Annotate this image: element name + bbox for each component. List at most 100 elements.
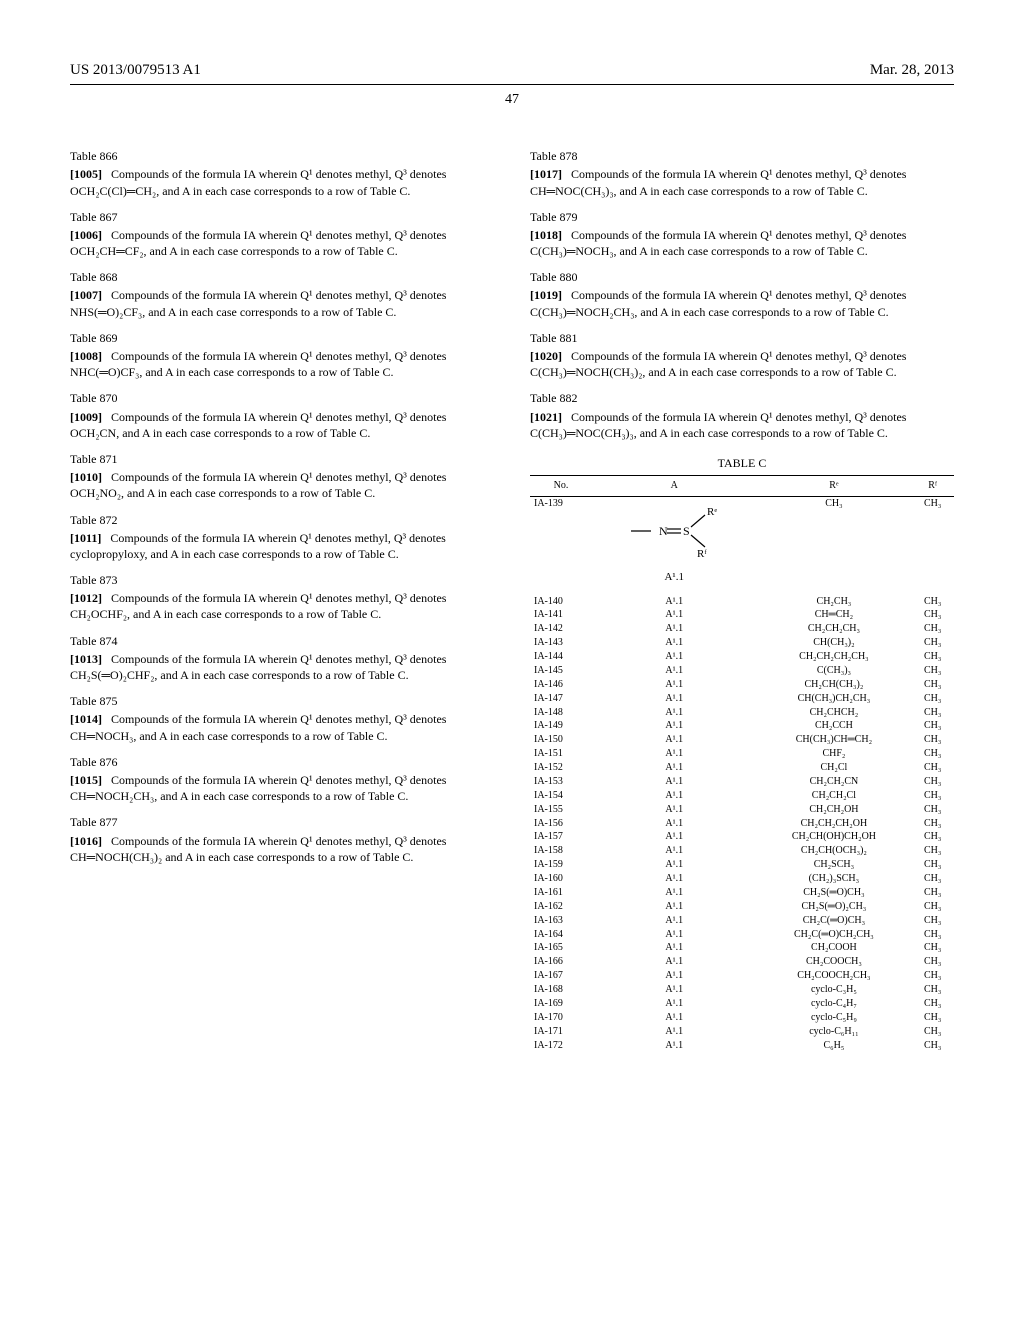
table-c-cell-a: A¹.1	[592, 594, 757, 608]
table-c-cell-re: CH(CH₃)CH═CH₂	[757, 733, 912, 747]
paragraph-number: [1012]	[70, 591, 102, 605]
paragraph-number: [1010]	[70, 470, 102, 484]
paragraph: [1008] Compounds of the formula IA where…	[70, 348, 494, 380]
table-c-cell-re: cyclo-C₄H₇	[757, 997, 912, 1011]
table-c-cell-no: IA-160	[530, 872, 592, 886]
table-c-cell-no: IA-157	[530, 830, 592, 844]
table-c-cell-a: A¹.1	[592, 761, 757, 775]
table-c-col-no: No.	[530, 476, 592, 497]
table-c-cell-re: CH₂C(═O)CH₃	[757, 914, 912, 928]
table-c-cell-a: A¹.1	[592, 789, 757, 803]
structure-svg: N S Rᵉ Rᶠ	[629, 503, 719, 559]
table-c-col-a: A	[592, 476, 757, 497]
paragraph: [1017] Compounds of the formula IA where…	[530, 166, 954, 198]
table-c-cell-a: A¹.1	[592, 997, 757, 1011]
table-label: Table 880	[530, 269, 954, 285]
table-c-cell-rf: CH₃	[911, 900, 954, 914]
table-c-cell-a: A¹.1	[592, 886, 757, 900]
table-c-cell-no: IA-158	[530, 844, 592, 858]
table-c-cell-no: IA-146	[530, 678, 592, 692]
table-c-cell-rf: CH₃	[911, 941, 954, 955]
table-c-cell-a: A¹.1	[592, 1038, 757, 1052]
table-c-cell-rf: CH₃	[911, 622, 954, 636]
table-c-cell-re: C₆H₅	[757, 1038, 912, 1052]
table-c-cell-a: A¹.1	[592, 678, 757, 692]
paragraph-number: [1014]	[70, 712, 102, 726]
paragraph: [1012] Compounds of the formula IA where…	[70, 590, 494, 622]
table-label: Table 867	[70, 209, 494, 225]
paragraph: [1013] Compounds of the formula IA where…	[70, 651, 494, 683]
table-c-cell-a: A¹.1	[592, 719, 757, 733]
paragraph: [1019] Compounds of the formula IA where…	[530, 287, 954, 319]
paragraph-number: [1018]	[530, 228, 562, 242]
table-c-cell-no: IA-153	[530, 775, 592, 789]
table-c-cell-no: IA-167	[530, 969, 592, 983]
table-label: Table 879	[530, 209, 954, 225]
table-c-cell-a: A¹.1	[592, 636, 757, 650]
table-c-cell-no: IA-165	[530, 941, 592, 955]
paragraph-number: [1009]	[70, 410, 102, 424]
paragraph: [1011] Compounds of the formula IA where…	[70, 530, 494, 562]
table-c-cell-rf: CH₃	[911, 789, 954, 803]
table-c-cell-no: IA-143	[530, 636, 592, 650]
table-label: Table 866	[70, 148, 494, 164]
table-c-cell-re: CH₂CH₂CH₂OH	[757, 816, 912, 830]
table-c-cell-no: IA-169	[530, 997, 592, 1011]
table-label: Table 869	[70, 330, 494, 346]
table-c-cell-a: A¹.1	[592, 622, 757, 636]
table-c-cell-rf: CH₃	[911, 816, 954, 830]
paragraph: [1005] Compounds of the formula IA where…	[70, 166, 494, 198]
table-c-cell-re: CH₂COOCH₂CH₃	[757, 969, 912, 983]
paragraph: [1010] Compounds of the formula IA where…	[70, 469, 494, 501]
patent-number: US 2013/0079513 A1	[70, 60, 201, 80]
table-c-cell-rf: CH₃	[911, 886, 954, 900]
table-c-cell-rf: CH₃	[911, 664, 954, 678]
table-c-cell-re: CH₂C(═O)CH₂CH₃	[757, 927, 912, 941]
table-c-cell-a: A¹.1	[592, 692, 757, 706]
table-c-cell-a: A¹.1	[592, 983, 757, 997]
table-c-cell-rf: CH₃	[911, 955, 954, 969]
table-c-cell-a: A¹.1	[592, 733, 757, 747]
table-label: Table 877	[70, 814, 494, 830]
table-c-cell-rf: CH₃	[911, 1025, 954, 1039]
table-c-cell-rf: CH₃	[911, 844, 954, 858]
table-label: Table 872	[70, 512, 494, 528]
paragraph: [1020] Compounds of the formula IA where…	[530, 348, 954, 380]
table-c-cell-rf: CH₃	[911, 594, 954, 608]
table-c-cell-a: A¹.1	[592, 747, 757, 761]
table-c-cell-a: A¹.1	[592, 1011, 757, 1025]
structure-a-label: A¹.1	[596, 571, 753, 584]
table-c-cell-a: A¹.1	[592, 900, 757, 914]
paragraph: [1007] Compounds of the formula IA where…	[70, 287, 494, 319]
table-c-cell-a-struct: N S Rᵉ Rᶠ A¹.1	[592, 496, 757, 594]
table-c-cell-re: CH₂COOH	[757, 941, 912, 955]
paragraph-number: [1016]	[70, 834, 102, 848]
table-c-cell-a: A¹.1	[592, 664, 757, 678]
paragraph-number: [1007]	[70, 288, 102, 302]
table-c-cell-no: IA-171	[530, 1025, 592, 1039]
table-label: Table 871	[70, 451, 494, 467]
table-c-cell-re: CH₂COOCH₃	[757, 955, 912, 969]
table-c-cell-re: CH₂CH(OCH₃)₂	[757, 844, 912, 858]
table-c-cell-rf: CH₃	[911, 650, 954, 664]
table-c-cell-no: IA-156	[530, 816, 592, 830]
table-c-cell-a: A¹.1	[592, 927, 757, 941]
table-c-cell-rf: CH₃	[911, 983, 954, 997]
table-c-cell-re: CH₂CCH	[757, 719, 912, 733]
table-c-cell-rf: CH₃	[911, 927, 954, 941]
table-c-cell-rf: CH₃	[911, 830, 954, 844]
right-column: Table 878[1017] Compounds of the formula…	[530, 138, 954, 1052]
table-c-cell-rf: CH₃	[911, 1011, 954, 1025]
table-c-col-rf: Rᶠ	[911, 476, 954, 497]
paragraph: [1016] Compounds of the formula IA where…	[70, 833, 494, 865]
table-c-cell-re: CHF₂	[757, 747, 912, 761]
table-c-cell-a: A¹.1	[592, 872, 757, 886]
table-c-title: TABLE C	[530, 455, 954, 471]
table-c-cell-re: CH(CH₃)CH₂CH₃	[757, 692, 912, 706]
table-c-cell-re: CH₂S(═O)₂CH₃	[757, 900, 912, 914]
paragraph: [1018] Compounds of the formula IA where…	[530, 227, 954, 259]
table-c-cell-no: IA-166	[530, 955, 592, 969]
table-c-cell-no: IA-163	[530, 914, 592, 928]
table-label: Table 873	[70, 572, 494, 588]
table-c-col-re: Rᵉ	[757, 476, 912, 497]
